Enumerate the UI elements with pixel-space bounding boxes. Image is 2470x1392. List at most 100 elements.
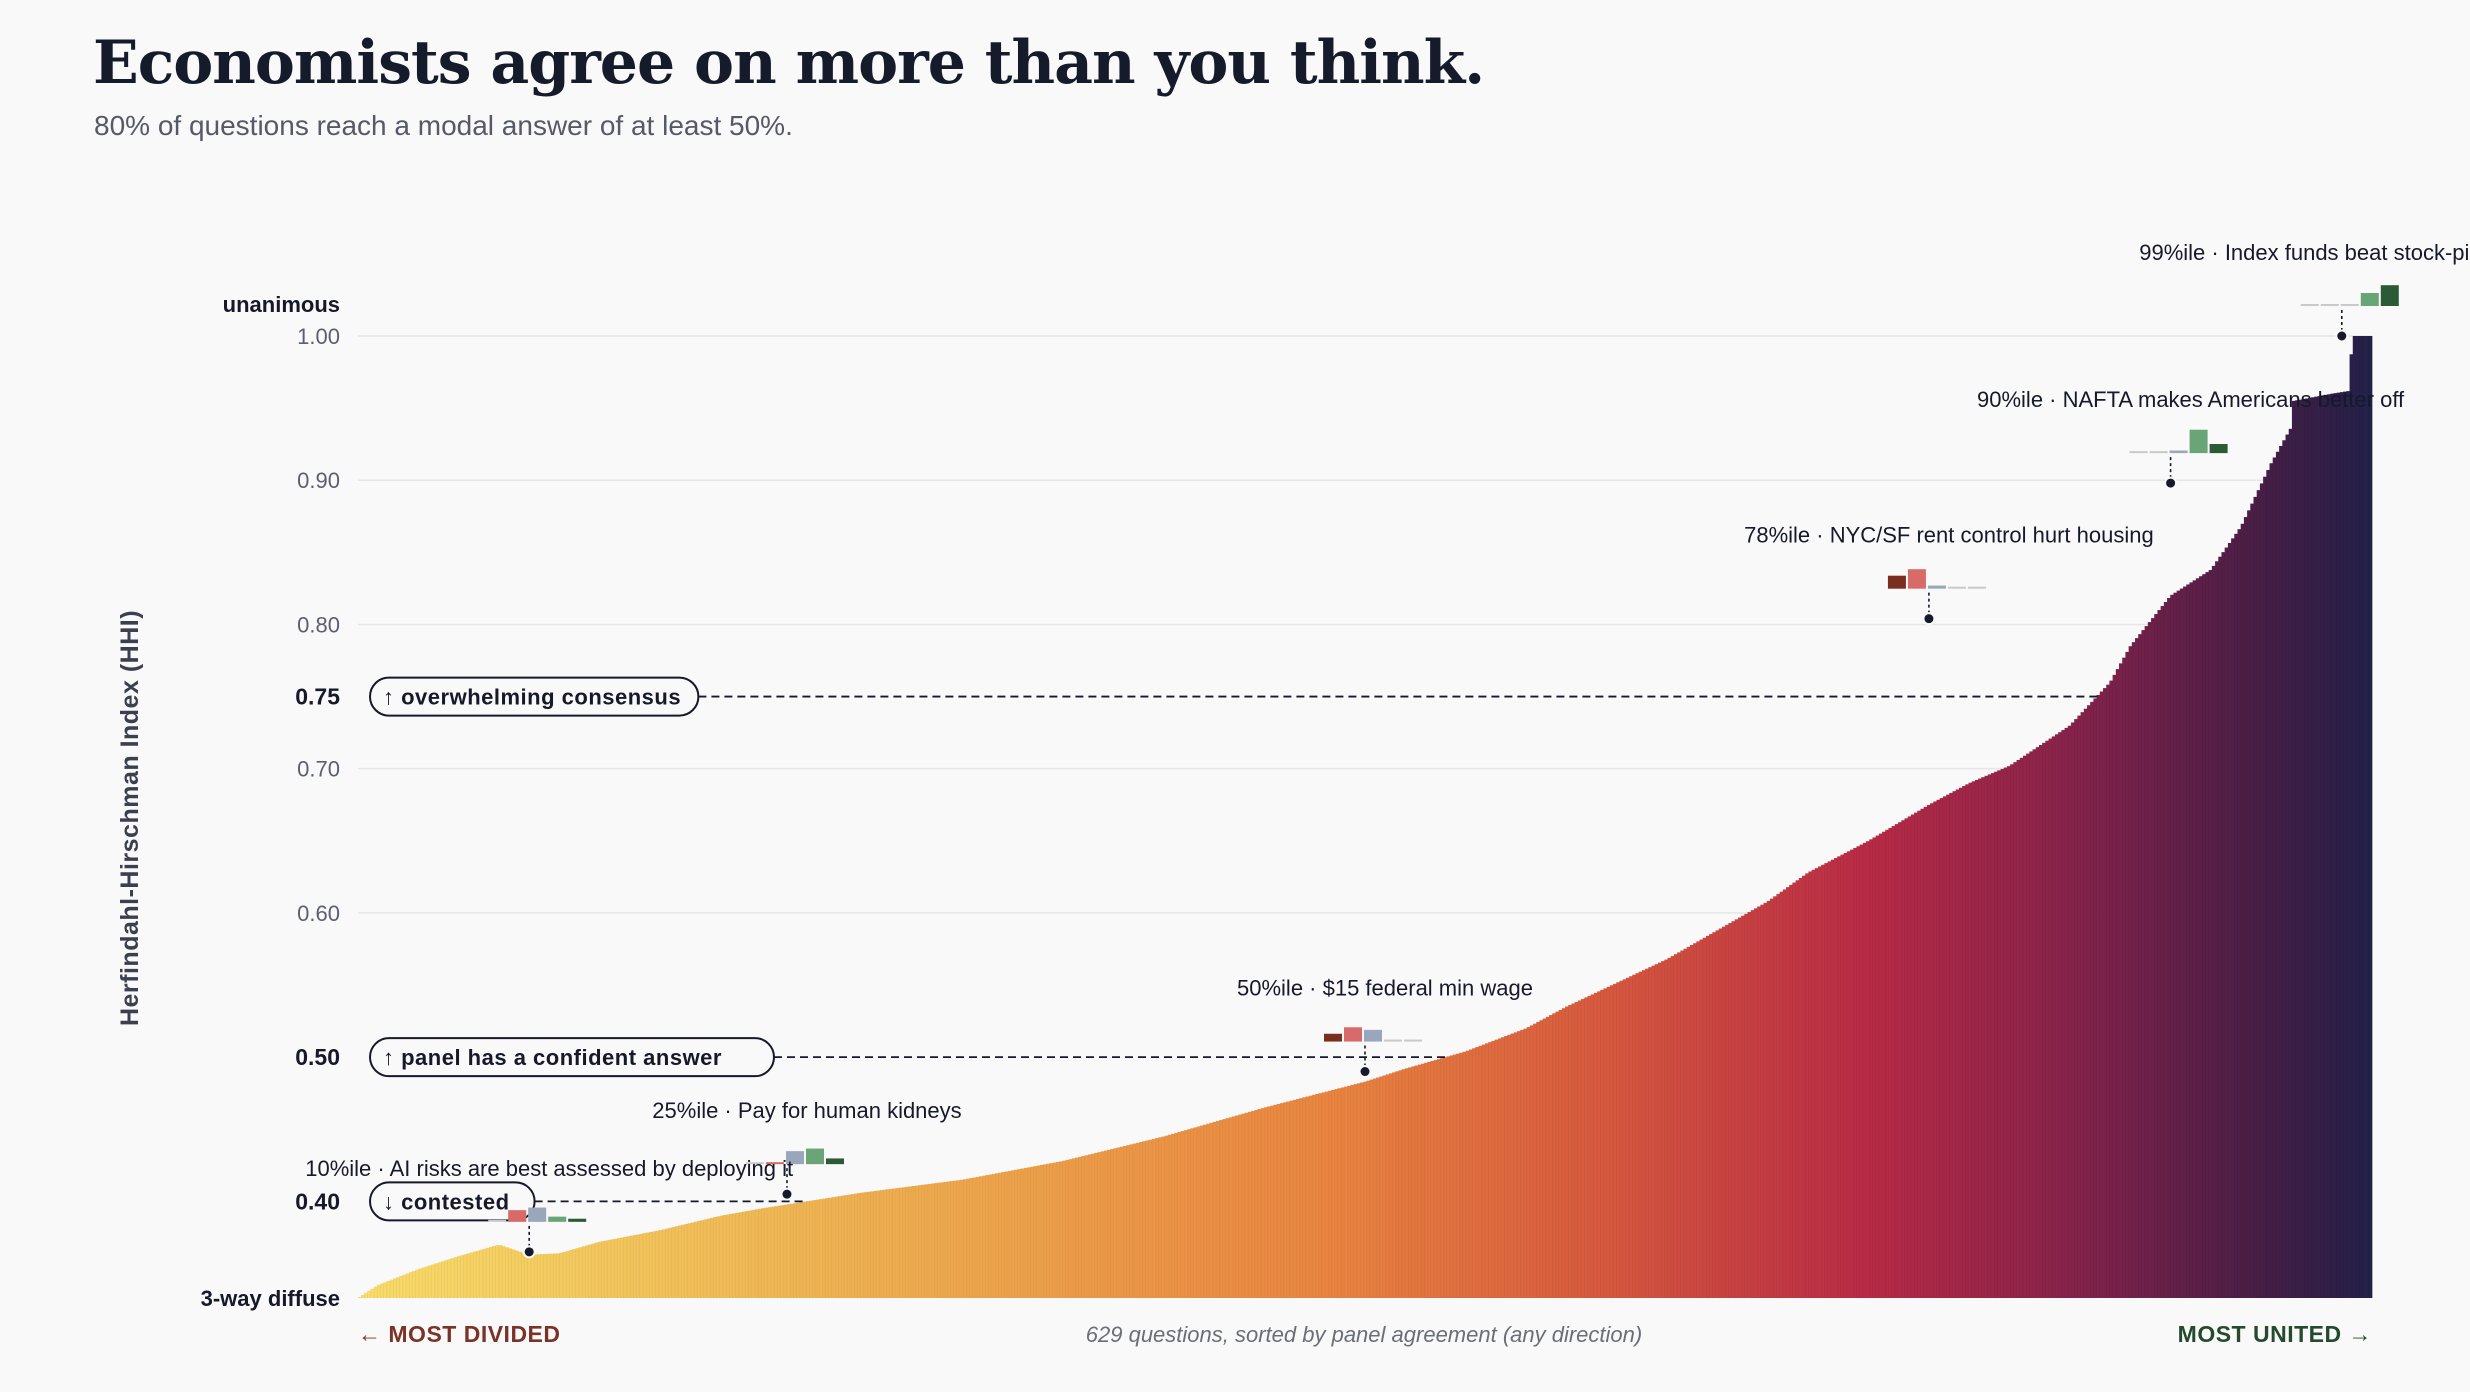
- bar: [1427, 1061, 1431, 1298]
- bar: [1510, 1033, 1515, 1298]
- bar: [1750, 910, 1755, 1298]
- bar: [883, 1189, 887, 1298]
- bar: [1340, 1087, 1345, 1298]
- bar: [662, 1229, 666, 1298]
- bar: [1408, 1067, 1412, 1298]
- bar: [2349, 354, 2354, 1298]
- bar: [889, 1188, 894, 1298]
- bar: [2160, 606, 2165, 1298]
- bar: [1824, 863, 1829, 1298]
- bar: [1084, 1155, 1089, 1298]
- bar: [735, 1212, 740, 1298]
- bar: [2221, 552, 2226, 1298]
- bar: [479, 1249, 484, 1298]
- bar: [598, 1241, 602, 1298]
- bar: [2003, 767, 2008, 1298]
- bar: [1529, 1025, 1534, 1298]
- bar: [1027, 1167, 1031, 1298]
- bar: [1164, 1135, 1169, 1298]
- bar: [1264, 1107, 1268, 1298]
- bar: [815, 1199, 820, 1298]
- bar: [1497, 1038, 1502, 1298]
- bar: [2010, 764, 2014, 1298]
- bar: [2103, 688, 2107, 1298]
- bar: [626, 1236, 631, 1298]
- bar: [1910, 814, 1915, 1298]
- bar: [1107, 1149, 1111, 1298]
- bar: [1754, 908, 1758, 1298]
- bar: [1062, 1160, 1066, 1298]
- bar: [1933, 801, 1937, 1298]
- bar: [588, 1244, 593, 1298]
- bar: [2272, 457, 2277, 1299]
- bar: [1315, 1094, 1319, 1298]
- annotation-label: 25%ile · Pay for human kidneys: [652, 1098, 961, 1123]
- bar: [927, 1183, 932, 1298]
- bar: [527, 1254, 532, 1298]
- bar: [2080, 712, 2085, 1298]
- bar: [562, 1251, 567, 1298]
- bar: [1465, 1050, 1470, 1298]
- bar: [988, 1174, 993, 1298]
- bar: [2301, 399, 2306, 1298]
- bar: [1440, 1058, 1444, 1298]
- bar: [1709, 934, 1713, 1298]
- mini-distribution-bar: [745, 1162, 764, 1165]
- bar: [1043, 1164, 1047, 1298]
- bar: [1936, 799, 1941, 1298]
- bar: [1802, 875, 1806, 1298]
- bar: [1216, 1120, 1220, 1298]
- bar: [963, 1179, 967, 1298]
- bar: [361, 1294, 365, 1298]
- bar: [1443, 1057, 1447, 1298]
- bar: [508, 1248, 513, 1298]
- bar: [2314, 396, 2318, 1298]
- annotation-label: 99%ile · Index funds beat stock-picking: [2139, 240, 2470, 265]
- bar: [674, 1226, 679, 1298]
- bar: [812, 1200, 817, 1298]
- bar: [2205, 572, 2210, 1298]
- bar: [1088, 1154, 1092, 1298]
- bar: [1334, 1089, 1339, 1298]
- bar: [870, 1191, 874, 1298]
- bar: [1917, 810, 1921, 1298]
- bar: [1180, 1131, 1185, 1298]
- bar: [703, 1219, 708, 1298]
- bar: [2006, 766, 2011, 1298]
- y-tick-label: 1.00: [297, 324, 340, 349]
- bar: [691, 1222, 695, 1298]
- bar: [1923, 806, 1928, 1298]
- bar: [1113, 1148, 1118, 1298]
- bar: [1773, 896, 1777, 1298]
- bar: [1392, 1072, 1396, 1298]
- bar: [1641, 970, 1646, 1298]
- bar: [1449, 1055, 1454, 1298]
- bar: [1251, 1110, 1255, 1298]
- bar: [1990, 773, 1995, 1298]
- bar: [1328, 1090, 1332, 1298]
- bar: [1299, 1098, 1303, 1298]
- bar: [1667, 957, 1672, 1298]
- bar: [1241, 1113, 1246, 1298]
- bar: [2131, 642, 2136, 1298]
- bar: [2186, 584, 2190, 1298]
- bar: [1840, 854, 1845, 1298]
- bar: [1363, 1081, 1367, 1298]
- bar: [1024, 1167, 1028, 1298]
- bar: [2250, 503, 2254, 1298]
- bar: [1129, 1144, 1134, 1298]
- mini-distribution-bar: [1324, 1033, 1342, 1042]
- bar: [1891, 825, 1896, 1298]
- annotation-label: 78%ile · NYC/SF rent control hurt housin…: [1744, 523, 2154, 548]
- bar: [758, 1208, 762, 1298]
- bar: [863, 1192, 868, 1298]
- bar: [418, 1268, 423, 1298]
- annotation-label: 10%ile · AI risks are best assessed by d…: [305, 1156, 793, 1181]
- bar: [1731, 921, 1736, 1298]
- bar: [2087, 705, 2091, 1298]
- bar: [444, 1260, 448, 1298]
- bar: [1459, 1052, 1464, 1298]
- bar: [1491, 1040, 1496, 1298]
- bar: [1235, 1115, 1239, 1298]
- bar: [1555, 1011, 1560, 1298]
